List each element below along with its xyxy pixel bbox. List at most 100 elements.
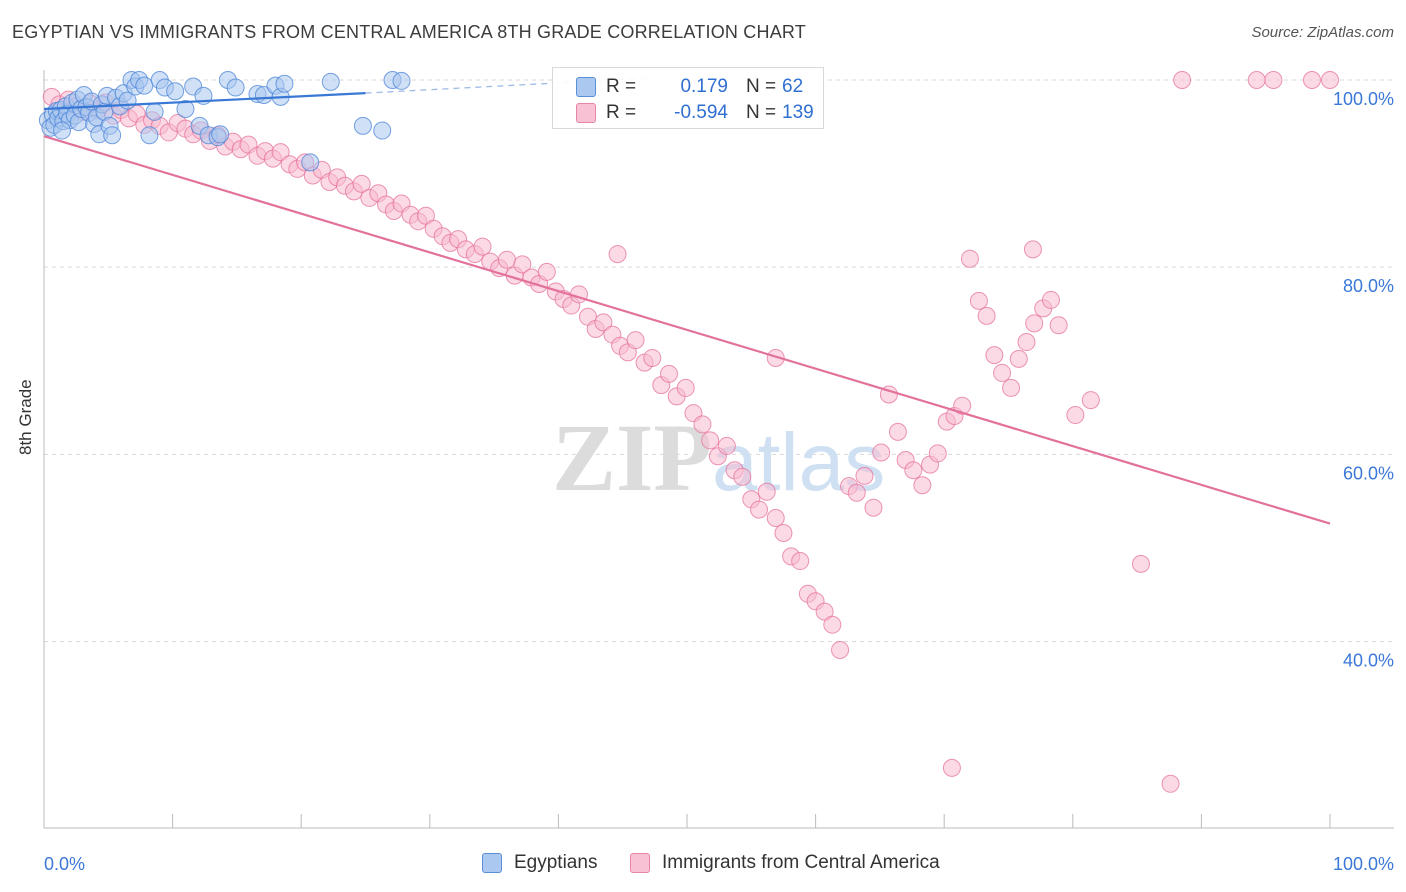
y-tick-label: 80.0% [1343, 276, 1394, 296]
n-value: 62 [782, 76, 804, 97]
data-point [1302, 71, 1321, 89]
trend-line-egyptians [43, 92, 366, 111]
data-point [993, 363, 1012, 382]
data-point [373, 121, 392, 140]
y-tick-label: 40.0% [1343, 651, 1394, 671]
data-point [353, 116, 372, 135]
data-point [750, 500, 769, 519]
legend-swatch-central-america [576, 103, 596, 123]
data-point [757, 482, 776, 501]
tick-labels: 40.0% 60.0% 80.0% 100.0% 0.0% 100.0% [44, 89, 1394, 874]
watermark-zip: ZIP [552, 404, 712, 511]
r-label: R = [606, 76, 637, 97]
data-point [701, 431, 720, 450]
n-label: N = [746, 76, 777, 97]
data-point [942, 758, 961, 777]
r-value: 0.179 [680, 76, 728, 97]
series-central-america-points [42, 71, 1339, 793]
data-point [211, 125, 230, 144]
data-point [733, 467, 752, 486]
stats-row-central-america: R = -0.594 N = 139 [553, 99, 818, 127]
data-point [888, 422, 907, 441]
stats-row-egyptians: R = 0.179 N = 62 [553, 73, 818, 101]
data-point [176, 100, 195, 119]
data-point [321, 72, 340, 91]
data-point [135, 76, 154, 95]
legend-swatch-central-america [630, 853, 650, 873]
n-label: N = [746, 102, 777, 123]
r-label: R = [606, 102, 637, 123]
data-point [872, 443, 891, 462]
data-point [676, 378, 695, 397]
series-egyptians-points [38, 71, 411, 172]
data-point [166, 82, 185, 101]
data-point [1017, 333, 1036, 352]
legend-swatch-egyptians [576, 77, 596, 97]
y-tick-label: 100.0% [1333, 89, 1394, 109]
data-point [392, 71, 411, 90]
data-point [904, 461, 923, 480]
grid-lines [44, 79, 1394, 643]
data-point [626, 331, 645, 350]
x-tick-label-min: 0.0% [44, 854, 85, 874]
data-point [774, 523, 793, 542]
data-point [791, 552, 810, 571]
y-tick-label: 60.0% [1343, 463, 1394, 483]
data-point [352, 174, 371, 193]
data-point [831, 640, 850, 659]
legend-label-central-america: Immigrants from Central America [662, 852, 940, 873]
legend-item-central-america[interactable]: Immigrants from Central America [630, 852, 940, 874]
data-point [985, 346, 1004, 365]
data-point [1041, 290, 1060, 309]
chart-title: EGYPTIAN VS IMMIGRANTS FROM CENTRAL AMER… [12, 22, 806, 42]
data-point [53, 121, 72, 140]
data-point [513, 255, 532, 274]
data-point [717, 436, 736, 455]
y-axis-title: 8th Grade [16, 379, 35, 455]
data-point [913, 476, 932, 495]
data-point [693, 415, 712, 434]
legend-label-egyptians: Egyptians [514, 852, 598, 873]
data-point [1009, 349, 1028, 368]
data-point [497, 250, 516, 269]
data-point [140, 126, 159, 145]
legend-item-egyptians[interactable]: Egyptians [482, 852, 597, 874]
data-point [145, 102, 164, 121]
data-point [969, 291, 988, 310]
legend-swatch-egyptians [482, 853, 502, 873]
data-point [1131, 554, 1150, 573]
data-point [1025, 314, 1044, 333]
data-point [1066, 406, 1085, 425]
data-point [864, 498, 883, 517]
data-point [1247, 71, 1266, 89]
r-value: -0.594 [674, 102, 728, 123]
data-point [960, 249, 979, 268]
data-point [659, 364, 678, 383]
data-point [1081, 391, 1100, 410]
data-point [953, 396, 972, 415]
data-point [1002, 378, 1021, 397]
trend-line-central-america [43, 135, 1331, 525]
data-point [103, 126, 122, 145]
axes [43, 70, 1394, 829]
data-point [1023, 240, 1042, 259]
data-point [1173, 71, 1192, 89]
data-point [1321, 71, 1339, 89]
data-point [643, 348, 662, 367]
data-point [537, 262, 556, 281]
data-point [275, 74, 294, 93]
n-value: 139 [782, 102, 814, 123]
bottom-legend: Egyptians Immigrants from Central Americ… [0, 852, 1406, 878]
data-point [928, 444, 947, 463]
data-point [226, 78, 245, 97]
data-point [847, 483, 866, 502]
data-point [766, 509, 785, 527]
x-tick-label-max: 100.0% [1333, 854, 1394, 874]
data-point [608, 245, 627, 264]
data-point [977, 306, 996, 325]
data-point [823, 615, 842, 634]
data-point [1049, 316, 1068, 335]
data-point [301, 153, 320, 172]
